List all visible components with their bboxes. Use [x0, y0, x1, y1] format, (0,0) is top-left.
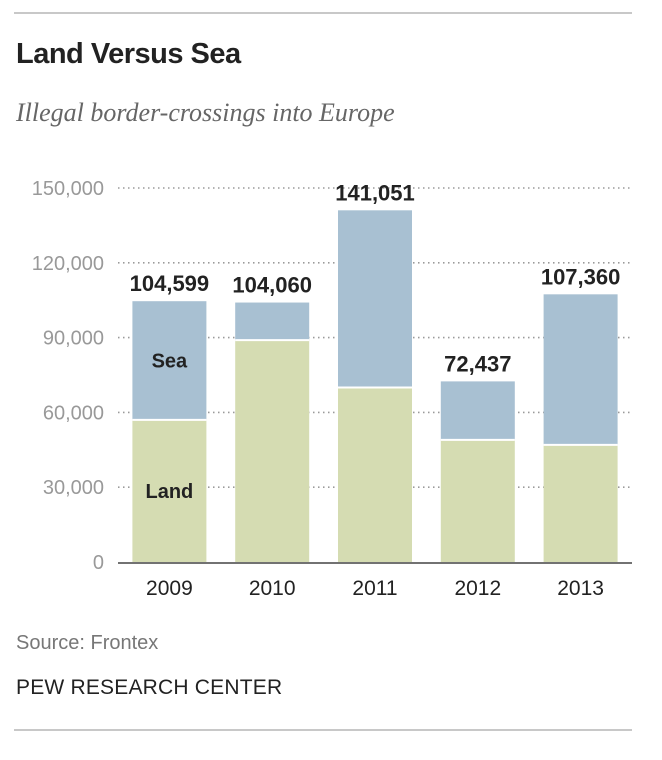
y-tick-label-90000: 90,000 — [43, 328, 104, 350]
y-tick-label-60000: 60,000 — [43, 402, 104, 424]
total-label-2012: 72,437 — [444, 351, 511, 376]
organization-credit: PEW RESEARCH CENTER — [16, 676, 283, 699]
top-rule — [14, 12, 632, 14]
bar-land-2009 — [132, 419, 207, 562]
category-label-2009: 2009 — [146, 577, 193, 600]
bar-layer — [132, 210, 618, 562]
stacked-bar-chart: 0 30,000 60,000 90,000 120,000 150,000 104,59… — [32, 178, 632, 600]
y-tick-label-30000: 30,000 — [43, 477, 104, 499]
bar-land-2013 — [543, 444, 618, 562]
y-tick-label-0: 0 — [93, 552, 104, 574]
label-layer: 104,599 2009 Land Sea 104,060 2010 141,051 2011… — [130, 180, 621, 600]
category-label-2012: 2012 — [454, 577, 501, 600]
y-tick-label-120000: 120,000 — [32, 253, 104, 275]
y-tick-label-150000: 150,000 — [32, 178, 104, 200]
chart-title: Land Versus Sea — [16, 38, 241, 70]
category-label-2013: 2013 — [557, 577, 604, 600]
total-label-2009: 104,599 — [130, 271, 210, 296]
category-label-2010: 2010 — [249, 577, 296, 600]
bar-land-2011 — [338, 387, 412, 562]
total-label-2011: 141,051 — [335, 180, 415, 205]
chart-subtitle: Illegal border-crossings into Europe — [16, 98, 395, 127]
source-note: Source: Frontex — [16, 632, 159, 654]
category-label-2011: 2011 — [352, 577, 397, 600]
bottom-rule — [14, 729, 632, 731]
total-label-2013: 107,360 — [541, 264, 621, 289]
total-label-2010: 104,060 — [232, 273, 312, 298]
bar-sea-2010 — [235, 302, 310, 341]
bar-sea-2009 — [132, 301, 207, 420]
legend-label-land: Land — [146, 481, 194, 503]
legend-label-sea: Sea — [152, 351, 188, 373]
bar-sea-2011 — [338, 210, 412, 388]
bar-land-2012 — [440, 439, 515, 562]
bar-sea-2012 — [440, 381, 515, 440]
grid-layer: 0 30,000 60,000 90,000 120,000 150,000 — [32, 178, 632, 574]
bar-sea-2013 — [543, 294, 618, 445]
bar-land-2010 — [235, 340, 310, 562]
